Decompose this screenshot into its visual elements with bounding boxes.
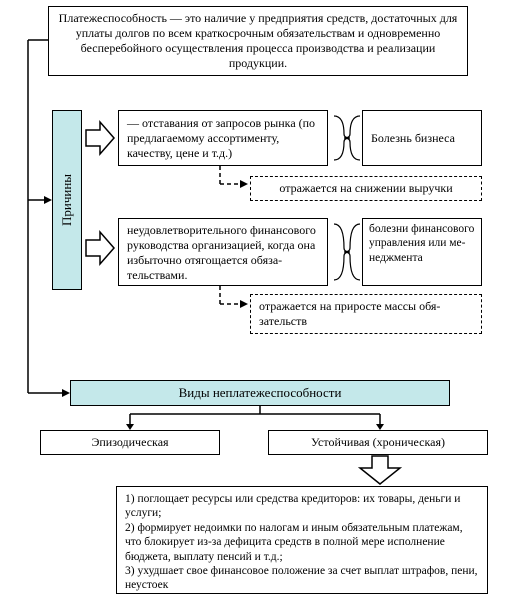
definition-box: Платежеспособность — это наличие у предп… [48,6,468,76]
type1-box: Эпизодическая [40,430,220,455]
cause1-box: — отставания от запросов рынка (по предл… [118,110,328,166]
types-header: Виды неплатежеспособности [70,380,450,406]
cause2-box: неудовлетворительного финансово­го руков… [118,218,328,286]
disease2-box: болезни фина­н­сового управ­ления или ме… [362,218,482,286]
consequences-box: 1) поглощает ресурсы или средства кредит… [116,486,488,594]
type2-box: Устойчивая (хроническая) [268,430,488,455]
effect1-box: отражается на снижении выручки [250,176,482,201]
causes-label: Причины [52,110,82,290]
connector [210,166,250,196]
effect2-box: отражается на приросте массы обя­зательс… [250,294,482,334]
disease1-box: Болезнь биз­неса [362,110,482,166]
